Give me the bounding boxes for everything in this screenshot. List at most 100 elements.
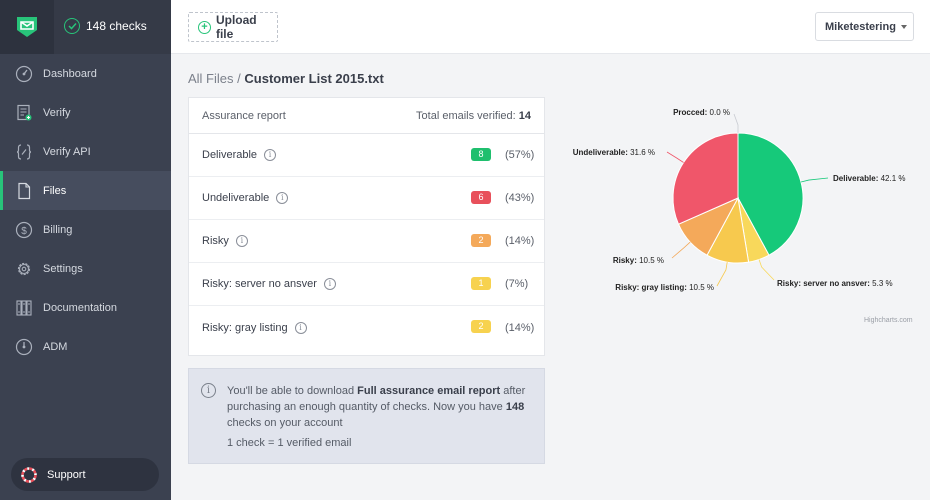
pie-label: Risky: 10.5 % [613, 256, 664, 265]
breadcrumb: All Files / Customer List 2015.txt [188, 71, 384, 86]
pie-label: Risky: server no ansver: 5.3 % [777, 279, 893, 288]
sidebar-item-label: Documentation [43, 301, 117, 314]
pie-connector [800, 177, 829, 183]
user-menu-dropdown[interactable]: Miketestering [815, 12, 914, 41]
pie-chart: Deliverable: 42.1 % Risky: server no ansv… [573, 108, 906, 292]
file-icon [14, 181, 34, 201]
sidebar-header: 148 checks [0, 0, 171, 54]
sidebar-item-files[interactable]: Files [0, 171, 171, 210]
plus-circle-icon: + [198, 20, 211, 34]
sidebar-item-documentation[interactable]: Documentation [0, 288, 171, 327]
total-verified-value: 14 [518, 109, 531, 122]
upload-file-button[interactable]: + Upload file [188, 12, 278, 42]
user-name: Miketestering [825, 20, 896, 33]
svg-text:$: $ [21, 226, 27, 237]
notice-text: You'll be able to download Full assuranc… [227, 383, 530, 431]
checks-count-label: 148 checks [86, 19, 147, 33]
document-add-icon [14, 103, 34, 123]
row-percent: (14%) [505, 321, 535, 334]
info-icon[interactable]: i [264, 149, 277, 161]
count-badge: 6 [471, 191, 491, 204]
app-logo[interactable] [0, 0, 54, 54]
gauge-icon [14, 64, 34, 84]
sidebar-item-label: Dashboard [43, 67, 97, 80]
gauge-icon [14, 337, 34, 357]
sidebar-item-label: ADM [43, 340, 68, 353]
info-icon[interactable]: i [323, 278, 336, 290]
gear-icon [14, 259, 34, 279]
report-row-undeliverable: Undeliverable i 6 (43%) [189, 177, 544, 220]
row-label: Risky: server no ansver [202, 278, 317, 290]
pie-label: Deliverable: 42.1 % [833, 174, 905, 183]
pie-connector [666, 151, 684, 163]
info-icon[interactable]: i [276, 192, 289, 204]
report-row-risky-gray-listing: Risky: gray listing i 2 (14%) [189, 306, 544, 349]
lifebuoy-icon [21, 466, 37, 483]
row-label: Deliverable [202, 149, 258, 161]
report-row-deliverable: Deliverable i 8 (57%) [189, 134, 544, 177]
info-icon: i [201, 383, 216, 398]
chart-credits[interactable]: Highcharts.com [864, 317, 913, 324]
sidebar-item-verify-api[interactable]: Verify API [0, 132, 171, 171]
report-header: Assurance report Total emails verified: … [189, 98, 544, 134]
topbar: + Upload file Miketestering [171, 0, 930, 54]
pie-label: Risky: gray listing: 10.5 % [615, 283, 714, 292]
notice-text-part: after purchasing an enough quantity of c… [227, 385, 526, 413]
books-icon [14, 298, 34, 318]
info-icon[interactable]: i [294, 321, 307, 334]
row-label: Risky [202, 235, 229, 247]
count-badge: 2 [471, 320, 491, 333]
breadcrumb-current: Customer List 2015.txt [244, 71, 384, 86]
checks-counter: 148 checks [64, 18, 147, 34]
sidebar-item-label: Verify [43, 106, 71, 119]
check-circle-icon [64, 18, 80, 34]
logo-icon [17, 17, 37, 37]
upload-file-label: Upload file [215, 13, 257, 41]
braces-icon [14, 142, 34, 162]
row-percent: (57%) [505, 149, 535, 161]
breadcrumb-all-files[interactable]: All Files [188, 71, 234, 86]
sidebar-nav: Dashboard Verify Verify API Files $ Bill… [0, 54, 171, 366]
total-verified: Total emails verified: 14 [416, 110, 531, 122]
sidebar-item-settings[interactable]: Settings [0, 249, 171, 288]
sidebar-item-label: Verify API [43, 145, 91, 158]
report-row-risky: Risky i 2 (14%) [189, 220, 544, 263]
sidebar-item-label: Billing [43, 223, 73, 236]
sidebar-item-dashboard[interactable]: Dashboard [0, 54, 171, 93]
pie-connector [716, 262, 728, 287]
count-badge: 1 [471, 277, 491, 290]
row-percent: (7%) [505, 278, 529, 290]
total-verified-label: Total emails verified: [416, 109, 516, 122]
count-badge: 2 [471, 234, 491, 247]
sidebar-item-label: Settings [43, 262, 83, 275]
sidebar-item-adm[interactable]: ADM [0, 327, 171, 366]
count-badge: 8 [471, 148, 491, 161]
caret-down-icon [900, 24, 907, 29]
pie-label: Procced: 0.0 % [673, 108, 730, 117]
support-label: Support [47, 468, 86, 481]
pie-label: Undeliverable: 31.6 % [573, 148, 655, 157]
info-icon[interactable]: i [235, 235, 248, 247]
notice-checks-count: 148 [505, 401, 525, 413]
sidebar-item-billing[interactable]: $ Billing [0, 210, 171, 249]
report-title: Assurance report [202, 109, 286, 122]
row-percent: (43%) [505, 192, 535, 204]
sidebar-item-verify[interactable]: Verify [0, 93, 171, 132]
dollar-icon: $ [14, 220, 34, 240]
notice-text-part: checks on your account [227, 417, 343, 429]
support-button[interactable]: Support [11, 458, 159, 491]
sidebar-item-label: Files [43, 184, 67, 197]
report-row-risky-server-no-answer: Risky: server no ansver i 1 (7%) [189, 263, 544, 306]
notice-text-part: You'll be able to download [227, 385, 358, 397]
notice-equation: 1 check = 1 verified email [227, 437, 352, 449]
row-label: Undeliverable [202, 192, 270, 204]
row-percent: (14%) [505, 235, 535, 247]
purchase-notice: i You'll be able to download Full assura… [188, 368, 545, 464]
notice-report-name: Full assurance email report [357, 385, 501, 397]
pie-connector [733, 113, 739, 133]
row-label: Risky: gray listing [202, 321, 288, 334]
sidebar: 148 checks Dashboard Verify Verify API [0, 0, 171, 500]
pie-connector [758, 259, 775, 281]
pie-connector [671, 241, 691, 259]
breadcrumb-separator: / [237, 71, 241, 86]
